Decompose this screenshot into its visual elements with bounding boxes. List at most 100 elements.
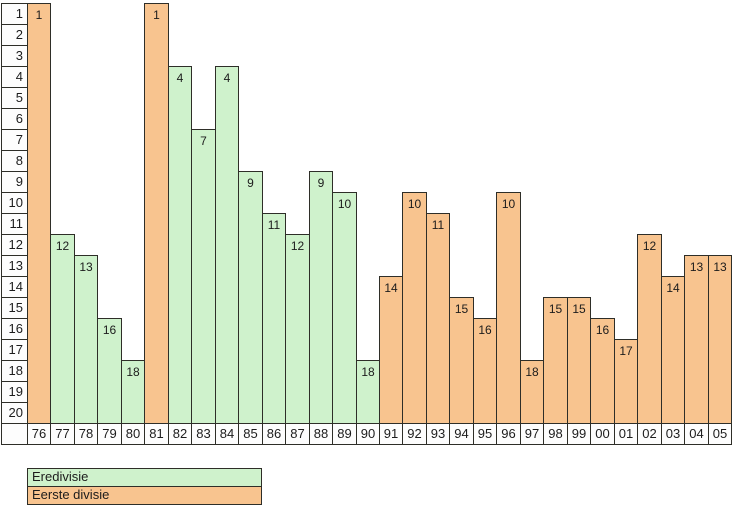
bar-78: 13 (74, 255, 98, 424)
bar-value-label: 12 (290, 239, 305, 253)
x-axis-cell-99: 99 (567, 423, 591, 445)
bar-01: 17 (614, 339, 638, 424)
bar-91: 14 (379, 276, 403, 424)
legend-item-eredivisie: Eredivisie (27, 468, 262, 487)
x-axis-cell-04: 04 (684, 423, 709, 445)
y-axis-cell-13: 13 (1, 255, 28, 277)
legend-label-eredivisie: Eredivisie (32, 469, 89, 484)
bar-86: 11 (262, 213, 286, 424)
y-axis-cell-14: 14 (1, 276, 28, 298)
bar-value-label: 13 (713, 260, 727, 274)
x-axis-cell-95: 95 (473, 423, 497, 445)
x-axis-cell-01: 01 (614, 423, 638, 445)
y-axis-cell-5: 5 (1, 87, 28, 109)
legend-label-eerste-divisie: Eerste divisie (32, 487, 110, 502)
bar-94: 15 (449, 297, 474, 424)
x-axis-cell-93: 93 (426, 423, 450, 445)
x-axis-cell-03: 03 (661, 423, 685, 445)
bar-81: 1 (144, 3, 169, 424)
bar-value-label: 12 (55, 239, 70, 253)
y-axis-cell-15: 15 (1, 297, 28, 319)
bar-04: 13 (684, 255, 709, 424)
bar-00: 16 (590, 318, 615, 424)
y-axis-cell-12: 12 (1, 234, 28, 256)
bar-value-label: 10 (337, 197, 352, 211)
x-axis-cell-90: 90 (356, 423, 380, 445)
x-axis-cell-98: 98 (543, 423, 568, 445)
y-axis-cell-10: 10 (1, 192, 28, 214)
x-axis-cell-86: 86 (262, 423, 286, 445)
legend-item-eerste-divisie: Eerste divisie (27, 486, 262, 505)
x-axis-cell-89: 89 (332, 423, 357, 445)
bar-value-label: 18 (361, 365, 375, 379)
bar-79: 16 (97, 318, 122, 424)
x-axis-cell-82: 82 (168, 423, 192, 445)
bar-97: 18 (520, 360, 544, 424)
bar-value-label: 11 (431, 218, 445, 232)
bar-93: 11 (426, 213, 450, 424)
x-axis-cell-88: 88 (309, 423, 333, 445)
bar-value-label: 1 (153, 8, 160, 22)
bar-value-label: 4 (176, 71, 184, 85)
y-axis-cell-3: 3 (1, 45, 28, 67)
bar-value-label: 14 (384, 281, 398, 295)
x-axis-corner-cell (1, 423, 28, 445)
bar-88: 9 (309, 171, 333, 424)
bar-82: 4 (168, 66, 192, 424)
x-axis-cell-85: 85 (238, 423, 263, 445)
x-axis-cell-05: 05 (708, 423, 732, 445)
y-axis-cell-9: 9 (1, 171, 28, 193)
bar-value-label: 15 (572, 302, 586, 316)
bar-76: 1 (27, 3, 51, 424)
y-axis-cell-7: 7 (1, 129, 28, 151)
bar-83: 7 (191, 129, 216, 424)
bar-87: 12 (285, 234, 310, 424)
x-axis-cell-87: 87 (285, 423, 310, 445)
x-axis-cell-78: 78 (74, 423, 98, 445)
y-axis-cell-4: 4 (1, 66, 28, 88)
x-axis-cell-94: 94 (449, 423, 474, 445)
bar-value-label: 15 (548, 302, 563, 316)
y-axis-cell-19: 19 (1, 381, 28, 403)
bar-value-label: 16 (595, 323, 610, 337)
bar-value-label: 12 (642, 239, 657, 253)
bar-98: 15 (543, 297, 568, 424)
bar-value-label: 4 (223, 71, 231, 85)
bar-value-label: 11 (267, 218, 281, 232)
bar-value-label: 18 (525, 365, 539, 379)
x-axis-cell-96: 96 (496, 423, 521, 445)
x-axis-cell-91: 91 (379, 423, 403, 445)
x-axis-cell-92: 92 (402, 423, 427, 445)
y-axis-cell-11: 11 (1, 213, 28, 235)
bar-85: 9 (238, 171, 263, 424)
bar-value-label: 15 (454, 302, 469, 316)
x-axis-cell-81: 81 (144, 423, 169, 445)
bar-value-label: 9 (317, 176, 325, 190)
x-axis-cell-83: 83 (191, 423, 216, 445)
x-axis-cell-00: 00 (590, 423, 615, 445)
y-axis-cell-16: 16 (1, 318, 28, 340)
bar-value-label: 7 (200, 134, 207, 148)
x-axis-cell-79: 79 (97, 423, 122, 445)
bar-84: 4 (215, 66, 239, 424)
bar-77: 12 (50, 234, 75, 424)
x-axis-cell-76: 76 (27, 423, 51, 445)
bar-value-label: 16 (102, 323, 117, 337)
bar-value-label: 16 (478, 323, 492, 337)
bar-92: 10 (402, 192, 427, 424)
x-axis-cell-84: 84 (215, 423, 239, 445)
x-axis-cell-80: 80 (121, 423, 145, 445)
bar-96: 10 (496, 192, 521, 424)
bar-02: 12 (637, 234, 662, 424)
bar-value-label: 17 (619, 344, 633, 358)
y-axis-cell-1: 1 (1, 3, 28, 25)
bar-value-label: 14 (666, 281, 680, 295)
x-axis-cell-97: 97 (520, 423, 544, 445)
bar-value-label: 1 (35, 8, 43, 22)
y-axis-cell-6: 6 (1, 108, 28, 130)
y-axis-cell-2: 2 (1, 24, 28, 46)
bar-03: 14 (661, 276, 685, 424)
legend: Eredivisie Eerste divisie (27, 468, 262, 505)
y-axis-cell-18: 18 (1, 360, 28, 382)
